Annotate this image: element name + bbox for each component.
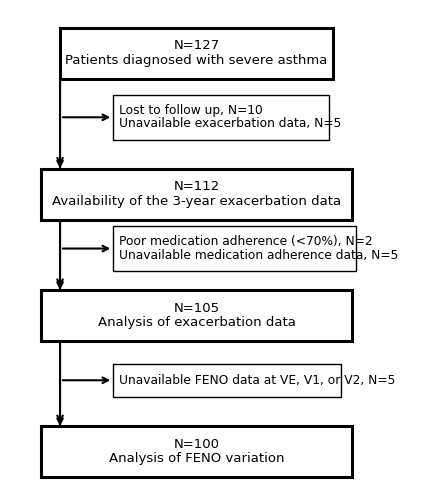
- Text: N=100: N=100: [173, 438, 219, 451]
- Text: Unavailable medication adherence data, N=5: Unavailable medication adherence data, N…: [118, 248, 398, 262]
- Text: N=112: N=112: [173, 180, 219, 194]
- FancyBboxPatch shape: [113, 364, 340, 397]
- Text: Poor medication adherence (<70%), N=2: Poor medication adherence (<70%), N=2: [118, 236, 372, 248]
- FancyBboxPatch shape: [41, 168, 352, 220]
- Text: Analysis of FENO variation: Analysis of FENO variation: [108, 452, 284, 466]
- FancyBboxPatch shape: [41, 290, 352, 341]
- FancyBboxPatch shape: [60, 28, 332, 78]
- Text: Analysis of exacerbation data: Analysis of exacerbation data: [98, 316, 295, 330]
- Text: Lost to follow up, N=10: Lost to follow up, N=10: [118, 104, 262, 117]
- FancyBboxPatch shape: [113, 226, 355, 271]
- Text: Availability of the 3-year exacerbation data: Availability of the 3-year exacerbation …: [52, 194, 340, 207]
- Text: N=105: N=105: [173, 302, 219, 315]
- Text: N=127: N=127: [173, 40, 219, 52]
- FancyBboxPatch shape: [41, 426, 352, 478]
- Text: Unavailable FENO data at VE, V1, or V2, N=5: Unavailable FENO data at VE, V1, or V2, …: [118, 374, 395, 387]
- FancyBboxPatch shape: [113, 95, 329, 140]
- Text: Patients diagnosed with severe asthma: Patients diagnosed with severe asthma: [65, 54, 327, 67]
- Text: Unavailable exacerbation data, N=5: Unavailable exacerbation data, N=5: [118, 118, 340, 130]
